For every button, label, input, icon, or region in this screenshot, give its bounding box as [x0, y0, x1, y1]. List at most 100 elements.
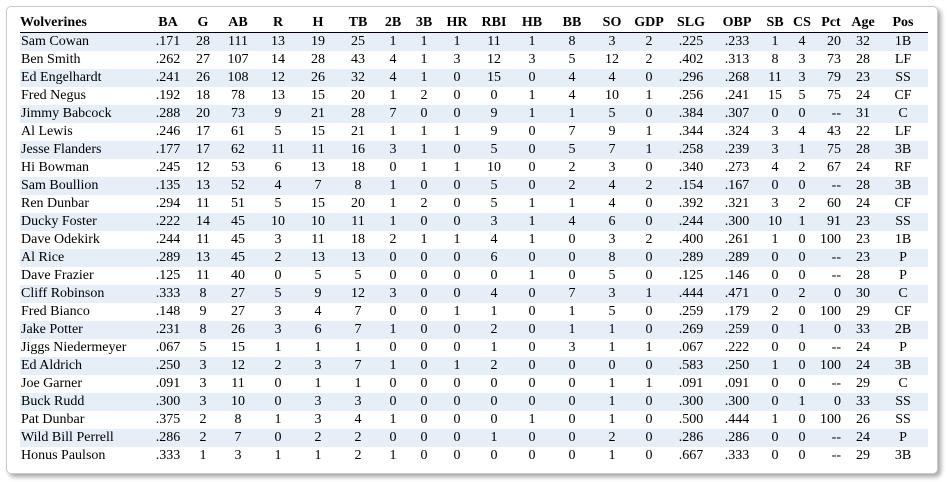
- cell-g: 11: [196, 232, 210, 247]
- cell-ab: 78: [231, 88, 245, 103]
- cell-ba: .241: [148, 69, 188, 87]
- team-name-header: Wolverines: [20, 15, 87, 30]
- player-name: Ren Dunbar: [21, 196, 90, 211]
- cell-h: 3: [298, 393, 338, 411]
- column-header-slg: SLG: [676, 15, 705, 30]
- cell-ab: 73: [218, 105, 258, 123]
- cell-g: 27: [196, 52, 210, 67]
- cell-bb: 3: [568, 340, 576, 355]
- cell-cs: 0: [790, 357, 814, 375]
- cell-tb: 2: [338, 429, 378, 447]
- cell-obp: .259: [714, 321, 760, 339]
- cell-3b: 0: [408, 357, 440, 375]
- cell-h: 15: [311, 88, 325, 103]
- cell-g: 12: [196, 160, 210, 175]
- cell-hr: 0: [440, 69, 474, 87]
- cell-3b: 0: [408, 429, 440, 447]
- cell-tb: 11: [338, 213, 378, 231]
- cell-rbi: 5: [474, 141, 514, 159]
- column-header-g: G: [197, 15, 209, 30]
- cell-sb: 15: [768, 88, 782, 103]
- cell-sb: 1: [771, 232, 779, 247]
- cell-h: 21: [298, 105, 338, 123]
- cell-3b: 0: [408, 105, 440, 123]
- cell-ab: 53: [231, 160, 245, 175]
- cell-gdp: 0: [630, 105, 668, 123]
- cell-r: 6: [274, 160, 282, 175]
- cell-so: 5: [594, 105, 630, 123]
- stats-card: Wolverines BA G AB R H TB 2B 3B HR RBI HB BB SO GDP SL…: [6, 6, 938, 474]
- cell-sb: 11: [760, 69, 790, 87]
- cell-sb: 0: [760, 177, 790, 195]
- cell-pos: LF: [894, 124, 912, 139]
- player-name: Fred Negus: [21, 88, 86, 103]
- cell-hb: 1: [528, 196, 536, 211]
- cell-age: 28: [856, 52, 870, 67]
- cell-h: 10: [298, 213, 338, 231]
- player-name: Ducky Foster: [20, 213, 148, 231]
- cell-ab: 26: [218, 321, 258, 339]
- cell-r: 0: [258, 393, 298, 411]
- cell-pos: 3B: [878, 357, 928, 375]
- cell-pos: SS: [895, 412, 911, 427]
- cell-tb: 5: [354, 268, 362, 283]
- cell-slg: .154: [668, 177, 714, 195]
- cell-bb: 0: [568, 232, 576, 247]
- cell-g: 17: [196, 124, 210, 139]
- cell-hb: 1: [528, 412, 536, 427]
- cell-so: 5: [608, 304, 616, 319]
- cell-hr: 0: [453, 88, 461, 103]
- cell-so: 1: [594, 393, 630, 411]
- cell-age: 23: [848, 69, 878, 87]
- cell-2b: 1: [378, 213, 408, 231]
- player-name: Jiggs Niedermeyer: [21, 340, 127, 355]
- cell-rbi: 4: [474, 285, 514, 303]
- cell-2b: 0: [378, 429, 408, 447]
- cell-so: 3: [594, 285, 630, 303]
- cell-2b: 1: [389, 88, 397, 103]
- cell-h: 13: [298, 249, 338, 267]
- cell-age: 28: [848, 177, 878, 195]
- cell-slg: .256: [678, 88, 704, 103]
- cell-sb: 0: [771, 448, 779, 463]
- cell-hb: 0: [528, 376, 536, 391]
- cell-cs: 0: [798, 232, 806, 247]
- cell-rbi: 5: [474, 177, 514, 195]
- table-row: Ed Aldrich .250 3 12 2 3 7 1 0 1 2 0 0 0 0.583.250 1 0 10…: [20, 357, 928, 375]
- cell-bb: 4: [568, 88, 576, 103]
- cell-hb: 1: [528, 268, 536, 283]
- cell-tb: 1: [354, 376, 362, 391]
- cell-gdp: 2: [645, 52, 653, 67]
- player-name: Hi Bowman: [21, 160, 90, 175]
- cell-age: 22: [856, 124, 870, 139]
- cell-h: 15: [311, 124, 325, 139]
- cell-rbi: 6: [474, 249, 514, 267]
- cell-3b: 0: [420, 412, 428, 427]
- cell-pos: RF: [894, 160, 912, 175]
- cell-cs: 0: [798, 412, 806, 427]
- cell-pct: --: [831, 448, 841, 463]
- cell-ba: .148: [155, 304, 181, 319]
- cell-obp: .268: [714, 69, 760, 87]
- cell-ba: .288: [148, 105, 188, 123]
- cell-rbi: 11: [474, 32, 514, 51]
- cell-cs: 1: [790, 141, 814, 159]
- cell-pct: --: [814, 429, 848, 447]
- cell-obp: .321: [724, 196, 750, 211]
- cell-pos: 3B: [878, 141, 928, 159]
- cell-cs: 0: [798, 376, 806, 391]
- cell-3b: 0: [408, 285, 440, 303]
- cell-slg: .296: [668, 69, 714, 87]
- cell-pct: 20: [814, 32, 848, 51]
- cell-ab: 45: [231, 232, 245, 247]
- cell-h: 7: [298, 177, 338, 195]
- cell-tb: 18: [351, 232, 365, 247]
- cell-ab: 107: [227, 52, 249, 67]
- cell-age: 24: [856, 340, 870, 355]
- player-name: Al Rice: [20, 249, 148, 267]
- column-header-3b: 3B: [415, 15, 433, 30]
- cell-hr: 0: [453, 268, 461, 283]
- table-row: Ben Smith .262 27 107 14 28 43 4 1 3 12 3 5 12 2 .402 .3…: [20, 51, 928, 69]
- cell-ba: .171: [148, 32, 188, 51]
- cell-hr: 1: [453, 124, 461, 139]
